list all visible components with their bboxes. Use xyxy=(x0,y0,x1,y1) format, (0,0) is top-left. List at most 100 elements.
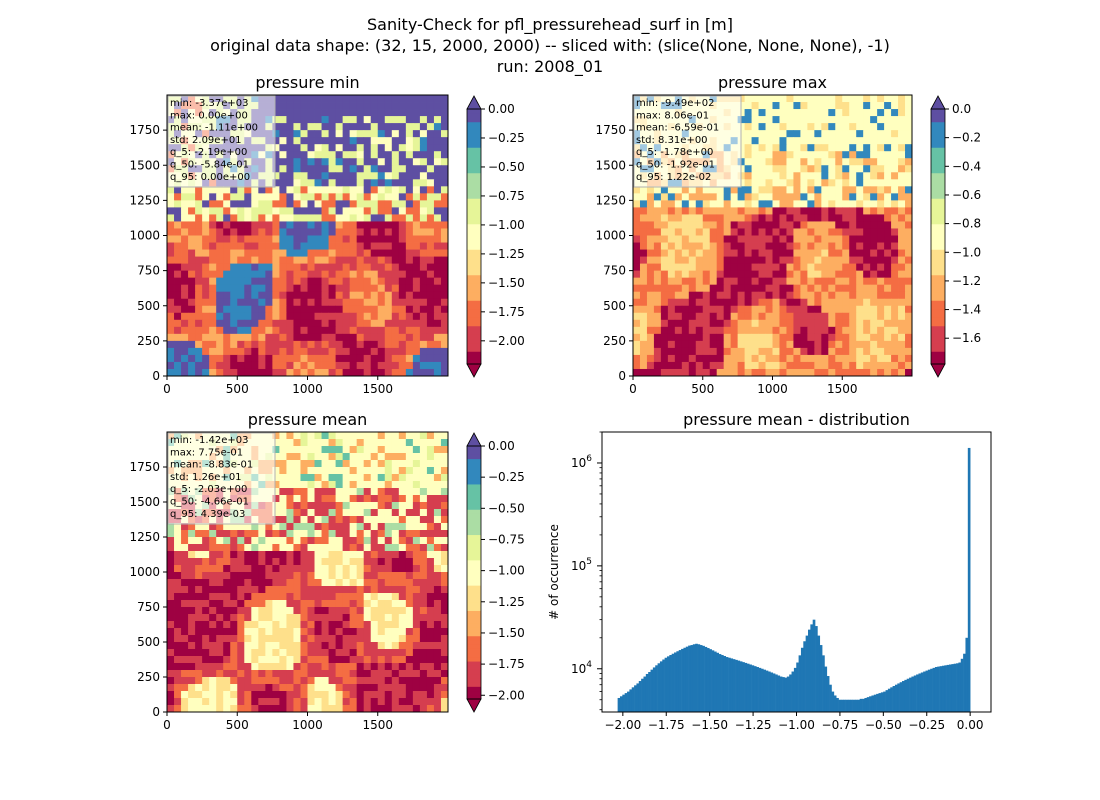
heatmap-cell xyxy=(660,193,669,201)
heatmap-cell xyxy=(230,600,238,608)
heatmap-cell xyxy=(667,256,676,265)
heatmap-cell xyxy=(377,270,386,279)
heatmap-cell xyxy=(279,354,287,363)
heatmap-cell xyxy=(793,298,801,307)
heatmap-cell xyxy=(646,333,655,342)
heatmap-cell xyxy=(349,284,358,293)
heatmap-cell xyxy=(412,242,421,250)
heatmap-cell xyxy=(342,537,351,545)
heatmap-cell xyxy=(405,516,414,524)
heatmap-cell xyxy=(695,193,704,201)
heatmap-cell xyxy=(244,607,252,615)
heatmap-cell xyxy=(307,593,315,601)
heatmap-cell xyxy=(230,565,238,573)
heatmap-cell xyxy=(181,635,189,643)
heatmap-cell xyxy=(265,326,273,335)
heatmap-cell xyxy=(433,305,442,314)
heatmap-cell xyxy=(681,305,690,314)
heatmap-cell xyxy=(772,305,780,314)
heatmap-cell xyxy=(807,130,815,138)
colorbar-segment xyxy=(931,189,945,195)
heatmap-cell xyxy=(384,649,393,657)
heatmap-cell xyxy=(174,614,182,622)
heatmap-cell xyxy=(167,565,175,573)
heatmap-cell xyxy=(349,698,358,706)
heatmap-cell xyxy=(349,460,358,468)
heatmap-cell xyxy=(744,291,752,300)
heatmap-cell xyxy=(377,326,386,335)
heatmap-cell xyxy=(877,291,885,300)
heatmap-cell xyxy=(877,277,885,286)
heatmap-cell xyxy=(398,474,407,482)
heatmap-cell xyxy=(863,326,871,335)
heatmap-cell xyxy=(639,361,648,370)
heatmap-cell xyxy=(814,284,822,293)
heatmap-cell xyxy=(660,270,669,279)
heatmap-cell xyxy=(391,614,400,622)
heatmap-cell xyxy=(751,137,759,145)
heatmap-cell xyxy=(772,361,780,370)
heatmap-cell xyxy=(300,270,308,279)
heatmap-cell xyxy=(821,256,829,265)
heatmap-cell xyxy=(328,677,337,685)
heatmap-cell xyxy=(639,305,648,314)
heatmap-cell xyxy=(265,621,273,629)
heatmap-cell xyxy=(884,368,892,377)
heatmap-cell xyxy=(870,123,878,131)
heatmap-cell xyxy=(244,305,252,314)
heatmap-cell xyxy=(905,361,913,370)
heatmap-cell xyxy=(440,488,449,496)
heatmap-cell xyxy=(279,579,287,587)
heatmap-cell xyxy=(765,333,773,342)
heatmap-cell xyxy=(188,326,196,335)
heatmap-cell xyxy=(216,298,224,307)
heatmap-cell xyxy=(314,333,322,342)
heatmap-cell xyxy=(814,347,822,356)
heatmap-cell xyxy=(412,270,421,279)
heatmap-cell xyxy=(639,347,648,356)
heatmap-cell xyxy=(363,200,372,208)
heatmap-cell xyxy=(758,361,766,370)
heatmap-cell xyxy=(730,193,739,201)
heatmap-cell xyxy=(223,698,231,706)
heatmap-cell xyxy=(681,263,690,272)
heatmap-cell xyxy=(174,544,182,552)
heatmap-cell xyxy=(272,698,280,706)
colorbar-extend-min xyxy=(466,363,482,378)
colorbar-segment xyxy=(931,291,945,297)
heatmap-cell xyxy=(342,172,351,180)
heatmap-cell xyxy=(391,677,400,685)
heatmap-cell xyxy=(835,319,843,328)
heatmap-cell xyxy=(328,151,337,159)
heatmap-cell xyxy=(863,354,871,363)
heatmap-cell xyxy=(426,263,435,272)
heatmap-cell xyxy=(419,523,428,531)
heatmap-cell xyxy=(856,291,864,300)
heatmap-cell xyxy=(391,354,400,363)
heatmap-cell xyxy=(370,277,379,286)
heatmap-cell xyxy=(335,291,344,300)
heatmap-cell xyxy=(398,453,407,461)
heatmap-cell xyxy=(195,579,203,587)
heatmap-cell xyxy=(195,263,203,272)
heatmap-cell xyxy=(751,200,759,208)
heatmap-cell xyxy=(821,116,829,124)
heatmap-cell xyxy=(440,319,449,328)
heatmap-cell xyxy=(314,256,322,265)
heatmap-cell xyxy=(391,558,400,566)
heatmap-cell xyxy=(314,635,322,643)
colorbar-tick-label: −0.25 xyxy=(488,131,525,145)
heatmap-cell xyxy=(244,635,252,643)
heatmap-cell xyxy=(384,333,393,342)
heatmap-cell xyxy=(772,165,780,173)
heatmap-cell xyxy=(709,298,718,307)
heatmap-cell xyxy=(674,333,683,342)
stats-line: mean: -1.11e+00 xyxy=(170,123,258,134)
heatmap-cell xyxy=(202,635,210,643)
heatmap-cell xyxy=(195,242,203,250)
heatmap-cell xyxy=(793,361,801,370)
heatmap-cell xyxy=(433,600,442,608)
heatmap-cell xyxy=(286,684,294,692)
heatmap-cell xyxy=(877,263,885,272)
